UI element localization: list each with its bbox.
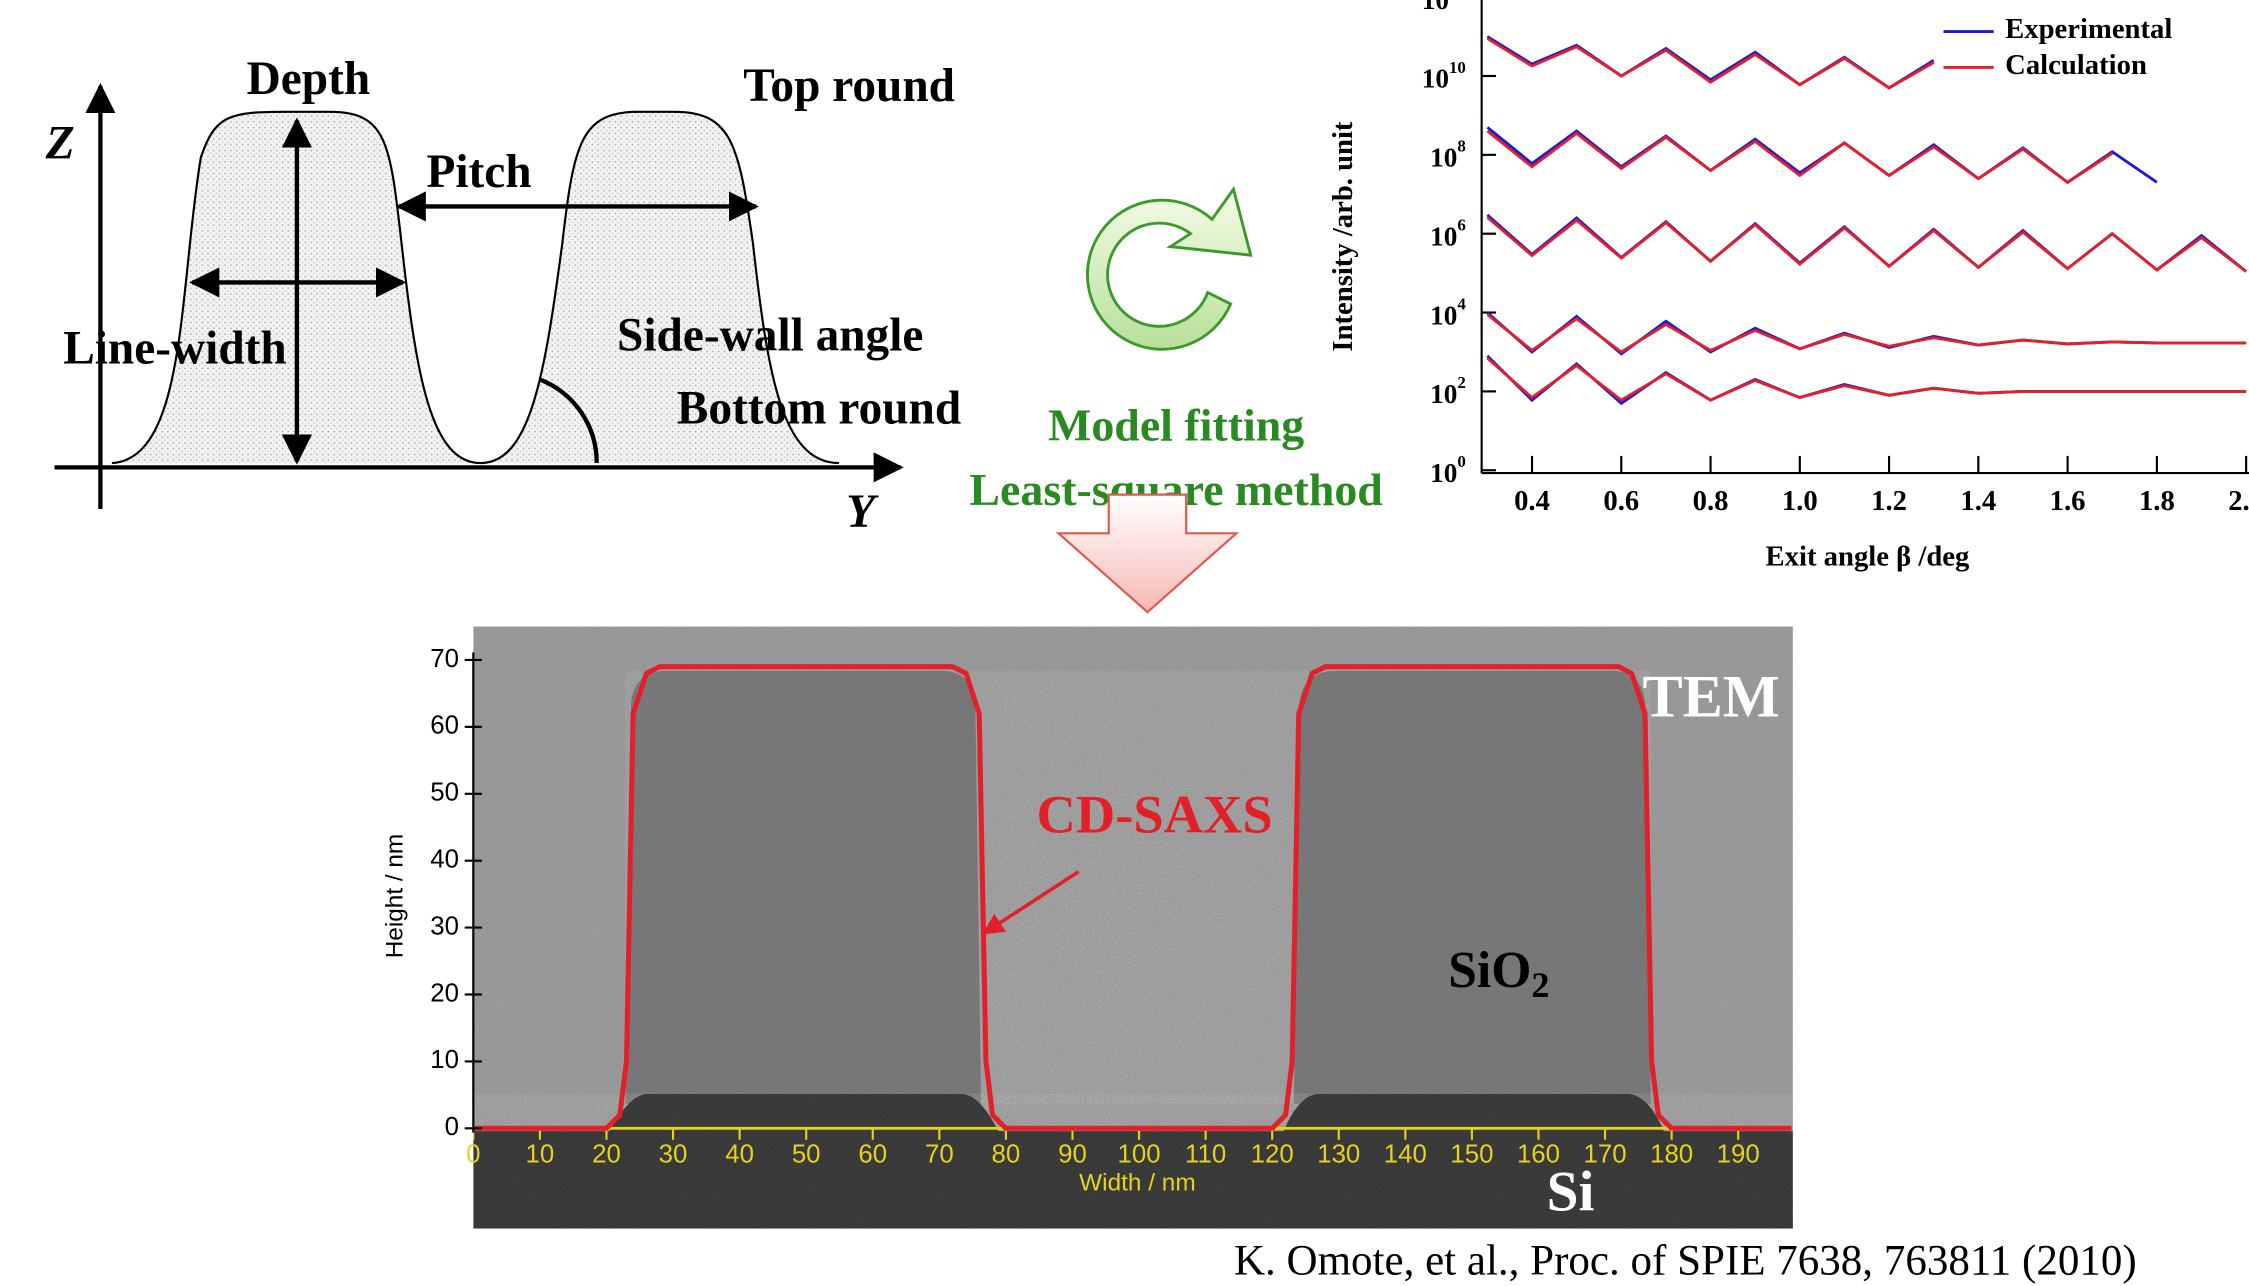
y-axis-label: Intensity /arb. unit: [1327, 121, 1359, 351]
citation: K. Omote, et al., Proc. of SPIE 7638, 76…: [1234, 1237, 2137, 1284]
y-tick-label: 30: [430, 912, 459, 940]
x-tick-label: 2.0: [2228, 485, 2249, 517]
x-tick-label: 70: [925, 1140, 954, 1168]
x-tick-label: 140: [1384, 1140, 1427, 1168]
y-tick-label: 1010: [1422, 58, 1466, 94]
label: Top round: [743, 60, 955, 112]
x-tick-label: 1.4: [1960, 485, 1996, 517]
label: Z: [45, 118, 75, 170]
label: Line-width: [63, 323, 287, 375]
label: Depth: [247, 53, 371, 105]
curve: [1487, 38, 1933, 87]
figure: Depth Top round Z Pitch Line-width Side-…: [0, 0, 2249, 1286]
y-tick-label: 70: [430, 645, 459, 673]
schematic: Depth Top round Z Pitch Line-width Side-…: [45, 53, 961, 538]
x-tick-label: 10: [526, 1140, 555, 1168]
curve: [1487, 215, 2246, 272]
label: Y: [846, 486, 879, 538]
y-tick-label: 106: [1430, 215, 1466, 251]
fitting: Model fitting Least-square method: [969, 189, 1382, 612]
curve: [1487, 314, 2246, 352]
curve: [1487, 356, 2246, 403]
x-tick-label: 120: [1251, 1140, 1294, 1168]
x-tick-label: 0.4: [1514, 485, 1550, 517]
y-tick-label: 40: [430, 845, 459, 873]
y-tick-label: 102: [1430, 373, 1466, 409]
x-tick-label: 1.0: [1782, 485, 1818, 517]
curve: [1487, 217, 2246, 271]
page: Depth Top round Z Pitch Line-width Side-…: [0, 0, 2249, 1286]
x-tick-label: 20: [592, 1140, 621, 1168]
series-annotation: CD-SAXS: [1037, 784, 1273, 845]
label: Bottom round: [677, 383, 961, 435]
x-tick-label: 50: [792, 1140, 821, 1168]
x-tick-label: 180: [1650, 1140, 1693, 1168]
x-tick-label: 1.6: [2050, 485, 2086, 517]
curve: [1487, 358, 2246, 400]
x-tick-label: 30: [659, 1140, 688, 1168]
curve: [1487, 131, 2112, 182]
x-tick-label: 0.8: [1693, 485, 1729, 517]
x-tick-label: 100: [1118, 1140, 1161, 1168]
y-axis-label: Height / nm: [381, 834, 408, 959]
cycle-arrow: [1087, 189, 1250, 349]
y-tick-label: 0: [445, 1113, 459, 1141]
x-tick-label: 130: [1317, 1140, 1360, 1168]
annotation: TEM: [1643, 663, 1780, 730]
annotation: Si: [1547, 1160, 1595, 1223]
x-tick-label: 110: [1185, 1140, 1226, 1168]
x-tick-label: 90: [1058, 1140, 1087, 1168]
label: Pitch: [426, 146, 531, 198]
y-tick-label: 10: [430, 1046, 459, 1074]
x-tick-label: 60: [858, 1140, 887, 1168]
tem-image: [473, 627, 1793, 1229]
x-tick-label: 40: [725, 1140, 754, 1168]
plot-area: [1487, 37, 2246, 404]
label: Side-wall angle: [617, 310, 923, 362]
x-tick-label: 190: [1717, 1140, 1760, 1168]
x-tick-label: 150: [1450, 1140, 1493, 1168]
x-axis-label: Exit angle β /deg: [1766, 541, 1970, 573]
curve: [1487, 313, 2246, 354]
curve: [1487, 37, 1933, 88]
legend-label: Experimental: [2005, 13, 2172, 45]
x-tick-label: 80: [992, 1140, 1021, 1168]
x-tick-label: 1.2: [1871, 485, 1907, 517]
y-tick-label: 50: [430, 779, 459, 807]
x-tick-label: 1.8: [2139, 485, 2175, 517]
y-tick-label: 20: [430, 979, 459, 1007]
y-tick-label: 100: [1430, 452, 1466, 488]
x-tick-label: 0.6: [1603, 485, 1639, 517]
x-tick-label: 0: [466, 1140, 480, 1168]
x-axis-label: Width / nm: [1079, 1170, 1195, 1197]
y-tick-label: 104: [1430, 294, 1466, 330]
y-tick-label: 60: [430, 712, 459, 740]
y-tick-label: 108: [1430, 137, 1466, 173]
fitting-text: Model fitting: [1048, 400, 1304, 451]
legend-label: Calculation: [2005, 49, 2147, 81]
